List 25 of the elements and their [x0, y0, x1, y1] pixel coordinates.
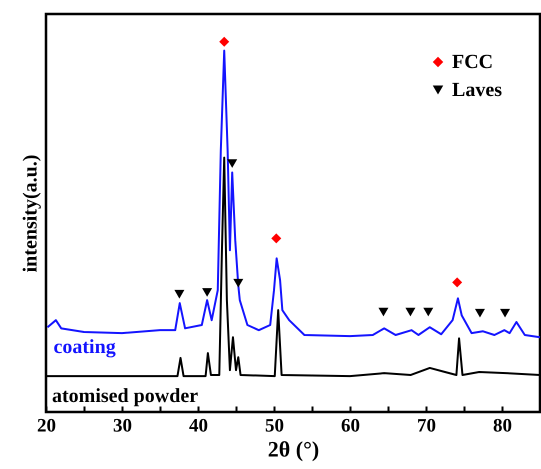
y-axis-title: intensity(a.u.): [20, 154, 42, 272]
point: [474, 308, 485, 318]
point: [423, 308, 434, 316]
legend-label: FCC: [452, 51, 494, 73]
point: [233, 278, 244, 288]
point: [174, 290, 184, 299]
x-tick-label: 30: [113, 416, 132, 436]
point: [452, 277, 462, 288]
series-label: atomised powder: [52, 385, 198, 408]
point: [405, 308, 416, 316]
point: [500, 308, 510, 318]
x-tick-label: 50: [265, 416, 284, 436]
x-tick-label: 40: [189, 416, 208, 436]
x-axis-title: 2θ (°): [268, 436, 320, 462]
x-tick-label: 70: [417, 416, 436, 436]
x-tick-label: 20: [37, 416, 56, 436]
x-tick-label: 60: [341, 416, 360, 436]
point: [227, 159, 238, 168]
point: [378, 308, 388, 316]
point: [219, 36, 230, 47]
point: [271, 233, 282, 244]
series-label: coating: [54, 336, 116, 358]
legend-label: Laves: [452, 79, 502, 101]
point: [202, 288, 212, 297]
x-tick-label: 80: [493, 416, 512, 436]
